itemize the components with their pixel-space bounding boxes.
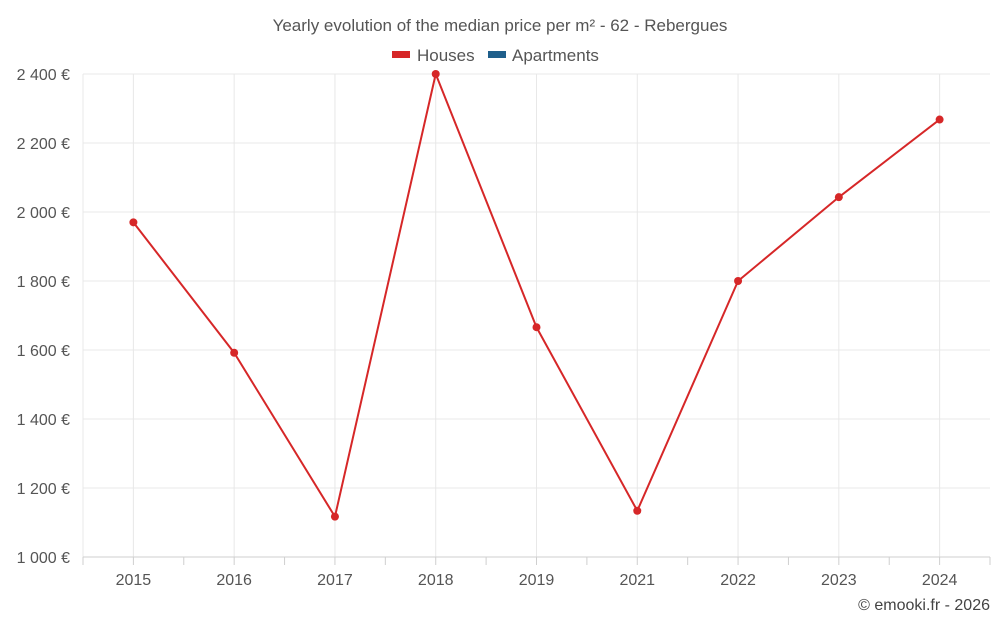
- x-tick-label: 2024: [922, 572, 958, 589]
- x-tick-label: 2022: [720, 572, 756, 589]
- y-tick-label: 1 800 €: [17, 274, 70, 291]
- y-tick-label: 1 600 €: [17, 343, 70, 360]
- x-tick-label: 2015: [116, 572, 152, 589]
- data-point-houses-2017[interactable]: [330, 512, 339, 521]
- data-point-houses-2023[interactable]: [834, 193, 843, 202]
- data-point-houses-2018[interactable]: [431, 70, 440, 78]
- data-point-houses-2016[interactable]: [230, 348, 239, 357]
- series-houses: [129, 70, 944, 521]
- y-tick-label: 1 200 €: [17, 481, 70, 498]
- y-tick-label: 2 400 €: [17, 67, 70, 84]
- legend: Houses Apartments: [392, 46, 599, 65]
- data-point-houses-2021[interactable]: [633, 506, 642, 515]
- data-point-houses-2022[interactable]: [734, 277, 743, 285]
- y-tick-label: 2 000 €: [17, 205, 70, 222]
- x-tick-label: 2019: [519, 572, 555, 589]
- y-tick-label: 1 400 €: [17, 412, 70, 429]
- x-tick-label: 2023: [821, 572, 857, 589]
- data-point-houses-2024[interactable]: [935, 115, 944, 124]
- grid: [82, 73, 990, 557]
- legend-label-houses[interactable]: Houses: [417, 46, 475, 65]
- chart-title: Yearly evolution of the median price per…: [273, 16, 728, 35]
- legend-label-apartments[interactable]: Apartments: [512, 46, 599, 65]
- legend-swatch-houses[interactable]: [392, 51, 410, 58]
- x-axis: 2015 2016 2017 2018 2019 2021 2022 2023 2024: [82, 556, 991, 589]
- x-tick-label: 2016: [216, 572, 252, 589]
- y-tick-label: 1 000 €: [17, 550, 70, 567]
- x-tick-label: 2017: [317, 572, 353, 589]
- legend-swatch-apartments[interactable]: [488, 51, 506, 58]
- x-tick-label: 2021: [619, 572, 655, 589]
- credit-text: © emooki.fr - 2026: [858, 597, 990, 614]
- data-point-houses-2015[interactable]: [129, 218, 138, 227]
- data-point-houses-2019[interactable]: [532, 323, 541, 332]
- x-tick-label: 2018: [418, 572, 454, 589]
- y-tick-label: 2 200 €: [17, 136, 70, 153]
- y-axis: 1 000 € 1 200 € 1 400 € 1 600 € 1 800 € 2 000…: [17, 67, 70, 567]
